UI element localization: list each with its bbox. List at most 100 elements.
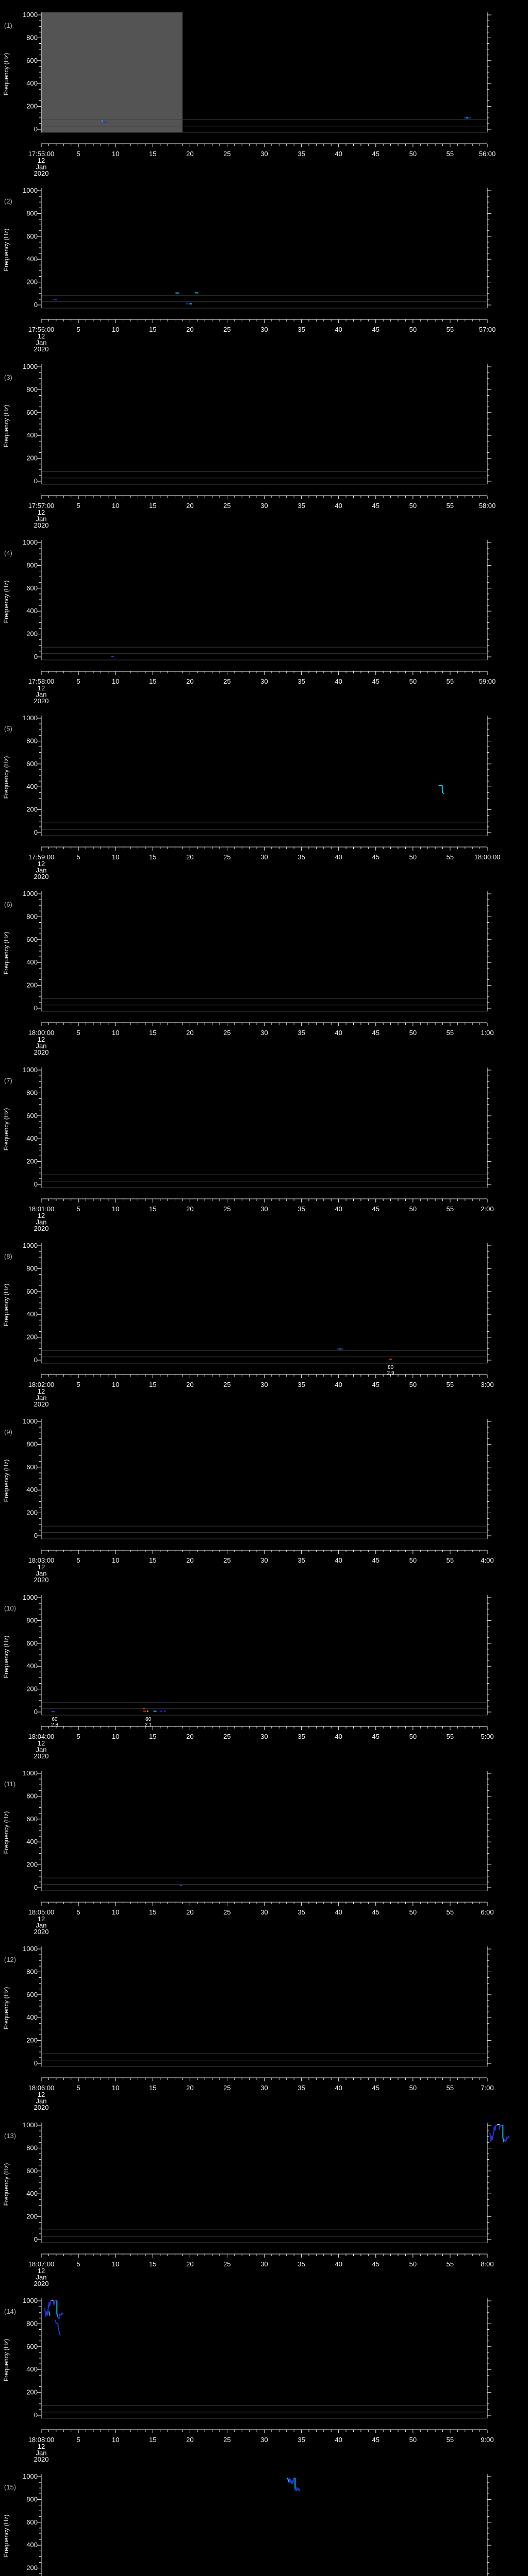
panel-index-label: (10) [4, 1604, 16, 1612]
x-tick-label: 25 [223, 2260, 230, 2268]
x-tick-label: 50 [409, 1381, 417, 1388]
signal-trace [44, 2300, 53, 2317]
signal-trace [499, 2125, 504, 2130]
y-tick-label: 1000 [23, 187, 38, 194]
x-tick-label: 20 [186, 1733, 193, 1740]
x-tick-label: 10 [112, 1733, 119, 1740]
y-tick-label: 0 [34, 653, 38, 660]
y-tick-label: 0 [34, 1884, 38, 1891]
y-axis-title: Frequency (Hz) [3, 1284, 10, 1327]
x-tick-label: 15 [149, 2436, 156, 2444]
y-tick-label: 800 [26, 1264, 38, 1272]
x-tick-label: 15 [149, 1029, 156, 1037]
x-tick-label: 30 [260, 1205, 268, 1213]
date-label: 12 [38, 509, 45, 516]
date-label: 2020 [34, 1048, 49, 1055]
panel-index-label: (1) [4, 22, 12, 29]
event-note: 2.1 [145, 1722, 152, 1728]
y-tick-label: 400 [26, 958, 38, 966]
y-tick-label: 200 [26, 2037, 38, 2044]
signal-dash [143, 1710, 146, 1712]
y-tick-label: 400 [26, 783, 38, 790]
y-tick-label: 400 [26, 431, 38, 439]
y-axis-title: Frequency (Hz) [3, 1987, 10, 2030]
y-tick-label: 800 [26, 1968, 38, 1975]
date-label: Jan [36, 2274, 47, 2281]
y-axis-title: Frequency (Hz) [3, 1811, 10, 1854]
x-tick-label: 35 [298, 150, 305, 158]
panel-index-label: (15) [4, 2483, 16, 2491]
x-tick-label: 30 [260, 150, 268, 158]
x-tick-label: 40 [335, 1908, 342, 1916]
x-tick-label: 40 [335, 150, 342, 158]
panel-canvas: 0 200 400 600 800 1000 5 10 15 20 25 30 35 40 45 50 55 18… [3, 1066, 494, 1232]
panel-index-label: (7) [4, 1077, 12, 1084]
date-label: 12 [38, 2443, 45, 2450]
panel-index-label: (11) [4, 1780, 15, 1788]
y-tick-label: 800 [26, 1440, 38, 1448]
x-tick-label: 45 [372, 2084, 380, 2092]
y-tick-label: 600 [26, 760, 38, 768]
x-tick-label: 15 [149, 1381, 156, 1388]
y-tick-label: 1000 [23, 2297, 38, 2304]
start-time-label: 17:58:00 [28, 677, 55, 685]
end-time-label: 7:00 [481, 2084, 493, 2092]
end-time-label: 2:00 [481, 1205, 493, 1213]
spectrogram-panel: 0 200 400 600 800 1000 5 10 15 20 25 30 35 40 45 50 55 18… [0, 1934, 528, 2111]
y-tick-label: 400 [26, 2190, 38, 2197]
spectrogram-panel: 0 200 400 600 800 1000 5 10 15 20 25 30 35 40 45 50 55 18… [0, 1231, 528, 1408]
x-tick-label: 50 [409, 1733, 417, 1740]
x-tick-label: 35 [298, 1733, 305, 1740]
x-tick-label: 35 [298, 2436, 305, 2444]
y-tick-label: 1000 [23, 2472, 38, 2480]
y-tick-label: 400 [26, 1310, 38, 1318]
signal-dash [101, 121, 103, 122]
x-tick-label: 30 [260, 1029, 268, 1037]
x-tick-label: 55 [447, 677, 454, 685]
signal-dash [53, 299, 57, 300]
x-tick-label: 30 [260, 2260, 268, 2268]
x-tick-label: 5 [76, 2084, 80, 2092]
x-tick-label: 15 [149, 2260, 156, 2268]
x-tick-label: 40 [335, 1029, 342, 1037]
date-label: 12 [38, 860, 45, 868]
x-tick-label: 20 [186, 2260, 193, 2268]
spectrogram-panel: 0 200 400 600 800 1000 5 10 15 20 25 30 35 40 45 50 55 17… [0, 528, 528, 705]
y-tick-label: 1000 [23, 1417, 38, 1425]
end-time-label: 58:00 [479, 502, 496, 510]
x-tick-label: 20 [186, 2084, 193, 2092]
x-tick-label: 10 [112, 2260, 119, 2268]
y-tick-label: 600 [26, 936, 38, 943]
x-tick-label: 40 [335, 853, 342, 861]
y-tick-label: 0 [34, 301, 38, 309]
date-label: 12 [38, 1212, 45, 1219]
date-label: 2020 [34, 1576, 49, 1583]
y-axis-title: Frequency (Hz) [3, 581, 10, 623]
y-tick-label: 600 [26, 409, 38, 416]
date-label: 2020 [34, 697, 49, 704]
spectrogram-panel: 0 200 400 600 800 1000 5 10 15 20 25 30 35 40 45 50 55 18… [0, 1758, 528, 1936]
date-label: 2020 [34, 1400, 49, 1407]
panel-index-label: (13) [4, 2132, 16, 2140]
signal-trace [48, 2311, 51, 2316]
x-tick-label: 55 [447, 2436, 454, 2444]
date-label: 12 [38, 2267, 45, 2275]
nodata-region [41, 12, 183, 132]
signal-trace [504, 2136, 510, 2143]
y-tick-label: 200 [26, 2564, 38, 2572]
panel-index-label: (14) [4, 2308, 16, 2315]
x-tick-label: 40 [335, 2260, 342, 2268]
panel-index-label: (2) [4, 197, 12, 205]
y-tick-label: 200 [26, 103, 38, 110]
x-tick-label: 10 [112, 150, 119, 158]
x-tick-label: 50 [409, 1205, 417, 1213]
x-tick-label: 50 [409, 677, 417, 685]
x-tick-label: 45 [372, 1205, 380, 1213]
x-tick-label: 35 [298, 1381, 305, 1388]
x-tick-label: 35 [298, 677, 305, 685]
y-axis-title: Frequency (Hz) [3, 53, 10, 96]
x-tick-label: 55 [447, 1556, 454, 1564]
x-tick-label: 10 [112, 1029, 119, 1037]
event-note: 2.8 [51, 1722, 58, 1728]
y-tick-label: 0 [34, 125, 38, 133]
